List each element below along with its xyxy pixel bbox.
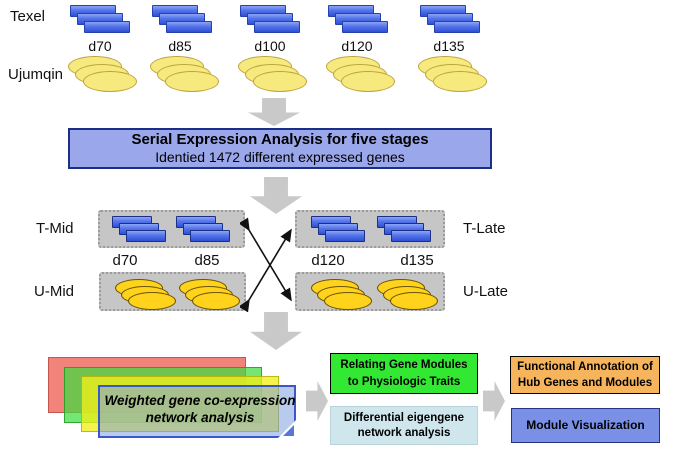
ujumqin-samples-icon [418,56,487,92]
eigengene-line1: Differential eigengene [343,411,465,424]
stage-label: d135 [433,38,465,54]
t-mid-label: T-Mid [36,220,74,237]
eigengene-line2: network analysis [357,426,451,439]
functional-line1: Functional Annotation of [517,361,653,373]
stage-label: d135 [400,252,434,269]
module-sheet-blue [98,385,296,438]
serial-expression-analysis-box: Serial Expression Analysis for five stag… [68,128,492,169]
wgcna-line2: network analysis [145,410,255,425]
ujumqin-samples-icon [311,279,372,310]
functional-annotation-box: Functional Annotation of Hub Genes and M… [510,356,660,394]
texel-samples-icon [112,216,166,242]
ujumqin-label: Ujumqin [8,66,64,83]
texel-samples-icon [377,216,431,242]
t-late-label: T-Late [463,220,506,237]
stage-label: d100 [254,38,286,54]
differential-eigengene-box: Differential eigengene network analysis [330,406,478,445]
down-arrow-icon [250,177,302,214]
stage-label: d85 [168,38,192,54]
right-arrow-icon [306,381,328,421]
functional-line2: Hub Genes and Modules [517,377,653,389]
u-mid-label: U-Mid [34,283,74,300]
stage-label: d120 [341,38,373,54]
module-visualization-box: Module Visualization [511,408,660,443]
texel-samples-icon [420,5,480,33]
u-late-label: U-Late [463,283,509,300]
texel-samples-icon [240,5,300,33]
texel-samples-icon [328,5,388,33]
right-arrow-icon [483,381,505,421]
sea-box-title: Serial Expression Analysis for five stag… [131,131,429,148]
ujumqin-samples-icon [238,56,307,92]
u-mid-group-box [99,272,246,311]
t-mid-group-box [98,210,245,248]
texel-samples-icon [176,216,230,242]
relating-gene-modules-box: Relating Gene Modules to Physiologic Tra… [330,353,478,394]
ujumqin-samples-icon [115,279,176,310]
down-arrow-icon [248,98,300,126]
texel-samples-icon [152,5,212,33]
texel-samples-icon [70,5,130,33]
wgcna-line1: Weighted gene co-expression [104,393,296,408]
stage-label: d120 [311,252,345,269]
down-arrow-icon [250,312,302,350]
wgcna-label: Weighted gene co-expression network anal… [104,392,296,426]
ujumqin-samples-icon [326,56,395,92]
ujumqin-samples-icon [179,279,240,310]
ujumqin-samples-icon [68,56,137,92]
sea-box-subtitle: Identied 1472 different expressed genes [155,149,405,165]
texel-label: Texel [10,8,46,25]
module-visualization-label: Module Visualization [526,418,645,432]
ujumqin-samples-icon [150,56,219,92]
crossing-arrows-icon [240,217,292,312]
stage-label: d70 [112,252,138,269]
stage-label: d70 [88,38,112,54]
u-late-group-box [295,272,445,311]
relating-line1: Relating Gene Modules [340,358,468,371]
texel-samples-icon [311,216,365,242]
ujumqin-samples-icon [377,279,438,310]
relating-line2: to Physiologic Traits [347,375,461,388]
stage-label: d85 [194,252,220,269]
t-late-group-box [295,210,445,248]
page-fold-icon [278,420,296,438]
